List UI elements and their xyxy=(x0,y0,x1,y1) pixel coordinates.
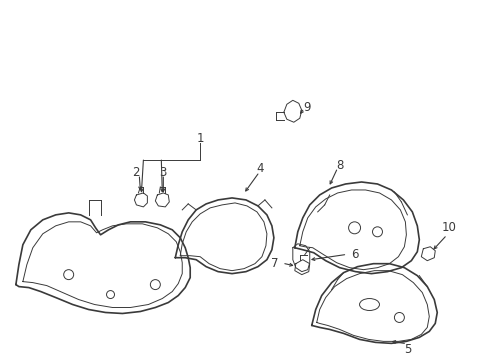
Text: 2: 2 xyxy=(131,166,139,179)
Text: 6: 6 xyxy=(350,248,358,261)
Text: 10: 10 xyxy=(441,221,456,234)
Text: 5: 5 xyxy=(403,343,410,356)
Text: 3: 3 xyxy=(159,166,167,179)
Text: 7: 7 xyxy=(270,257,278,270)
Text: 8: 8 xyxy=(335,158,343,172)
Text: 4: 4 xyxy=(256,162,263,175)
Text: 1: 1 xyxy=(196,132,203,145)
Text: 9: 9 xyxy=(303,101,310,114)
